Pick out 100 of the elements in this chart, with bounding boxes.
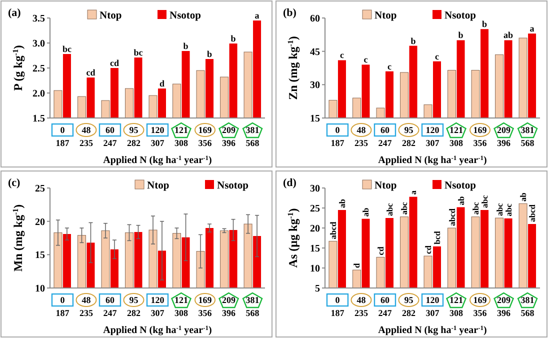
y-tick-label: 20	[35, 216, 45, 228]
data-label: c	[364, 54, 368, 65]
y-tick-label: 3.5	[32, 14, 45, 24]
x-tick-label: 0 187	[330, 125, 345, 148]
data-label: d	[159, 78, 165, 88]
x-tick-label: 209 396	[497, 125, 512, 148]
data-label: abc	[384, 203, 394, 216]
data-label: b	[183, 41, 188, 51]
y-tick-label: 15	[310, 244, 320, 254]
chart-title: (a)	[8, 7, 22, 19]
data-label: abc	[494, 203, 504, 216]
x-tick-label: 121 308	[174, 125, 189, 148]
data-label: cd	[110, 58, 119, 68]
data-label: abcd	[446, 208, 457, 226]
y-tick-label: 25	[35, 184, 45, 194]
data-label: c	[435, 51, 439, 62]
x-axis-title: Applied N (kg ha$^{-1}$ year$^{-1}$)	[103, 324, 212, 336]
data-label: b	[207, 49, 212, 59]
x-tick-label: 48 235	[354, 125, 368, 148]
data-label: ab	[336, 198, 347, 208]
legend-label: Ntop	[147, 180, 170, 192]
x-tick-label: 60 247	[103, 295, 118, 318]
x-tick-label: 95 282	[402, 295, 416, 318]
data-label: a	[530, 24, 535, 34]
data-label: bc	[134, 48, 143, 58]
x-tick-label: 0 187	[330, 295, 345, 318]
x-tick-label: 381 568	[520, 295, 535, 318]
y-tick-label: 3.0	[32, 38, 45, 50]
data-label: abc	[480, 195, 490, 208]
data-label: c	[340, 50, 344, 60]
x-tick-label: 121 308	[174, 295, 189, 318]
x-tick-label: 95 282	[126, 295, 141, 318]
x-tick-label: 120 307	[426, 295, 440, 318]
x-tick-label: 169 356	[198, 295, 212, 318]
y-tick-label: 15	[35, 250, 45, 262]
x-tick-label: 120 307	[426, 125, 440, 148]
data-label: a	[408, 190, 418, 195]
y-tick-label: 10	[310, 264, 320, 274]
legend-label: Nsotop	[444, 180, 476, 192]
data-label: b	[458, 30, 464, 40]
x-tick-label: 48 235	[79, 125, 94, 148]
legend-label: Nsotop	[217, 180, 249, 192]
data-label: b	[230, 34, 236, 44]
chart-title: (d)	[283, 177, 297, 189]
x-tick-label: 0 187	[56, 295, 70, 318]
y-tick-label: 5	[315, 284, 320, 294]
data-label: bcd	[432, 230, 442, 244]
data-label: cd	[86, 68, 96, 78]
x-tick-label: 120 307	[150, 125, 165, 148]
chart-title: (c)	[8, 177, 21, 189]
y-tick-label: 60	[310, 14, 320, 24]
x-tick-label: 48 235	[79, 295, 94, 318]
x-axis-title: Applied N (kg ha$^{-1}$ year$^{-1}$)	[378, 154, 487, 166]
x-tick-label: 95 282	[126, 125, 141, 148]
data-label: bc	[62, 44, 72, 54]
y-tick-label: 2.5	[32, 64, 45, 74]
x-tick-label: 60 247	[103, 125, 118, 148]
y-tick-label: 25	[310, 204, 320, 214]
x-tick-label: 60 247	[378, 125, 392, 148]
data-label: cd	[375, 246, 386, 256]
data-label: abc	[503, 203, 514, 216]
x-tick-label: 60 247	[378, 295, 392, 318]
data-label: a	[254, 10, 260, 20]
legend-label: Ntop	[100, 10, 122, 22]
x-tick-label: 169 356	[198, 125, 212, 148]
x-axis-title: Applied N (kg ha$^{-1}$ year$^{-1}$)	[103, 154, 212, 166]
x-tick-label: 381 568	[246, 125, 260, 148]
y-tick-label: 10	[35, 284, 45, 294]
x-tick-label: 209 396	[222, 295, 236, 318]
chart-title: (b)	[283, 7, 297, 19]
data-label: ab	[456, 196, 466, 206]
data-label: abcd	[328, 221, 338, 240]
data-label: c	[387, 61, 392, 72]
x-tick-label: 381 568	[520, 125, 535, 148]
data-label: b	[410, 36, 416, 46]
legend-label: Ntop	[374, 180, 397, 192]
x-tick-label: 169 356	[473, 295, 488, 318]
legend-label: Nsotop	[444, 10, 476, 22]
data-label: ab	[360, 208, 371, 217]
data-label: d	[352, 263, 362, 268]
x-tick-label: 121 308	[450, 125, 464, 148]
y-tick-label: 1.5	[32, 114, 45, 124]
x-tick-label: 120 307	[150, 295, 165, 318]
data-label: ab	[504, 30, 514, 40]
x-tick-label: 209 396	[222, 125, 236, 148]
y-tick-label: 20	[310, 224, 320, 234]
legend-label: Nsotop	[170, 10, 202, 22]
y-tick-label: 15	[310, 114, 320, 124]
data-label: cd	[423, 245, 433, 254]
y-tick-label: 30	[310, 184, 320, 194]
y-tick-label: 2.0	[32, 88, 45, 100]
x-tick-label: 209 396	[497, 295, 512, 318]
y-tick-label: 45	[310, 46, 320, 58]
x-tick-label: 169 356	[473, 125, 488, 148]
data-label: abc	[399, 202, 410, 215]
data-label: abc	[470, 202, 481, 215]
x-tick-label: 95 282	[402, 125, 416, 148]
x-tick-label: 48 235	[354, 295, 368, 318]
data-label: b	[482, 19, 488, 30]
x-tick-label: 0 187	[56, 125, 70, 148]
